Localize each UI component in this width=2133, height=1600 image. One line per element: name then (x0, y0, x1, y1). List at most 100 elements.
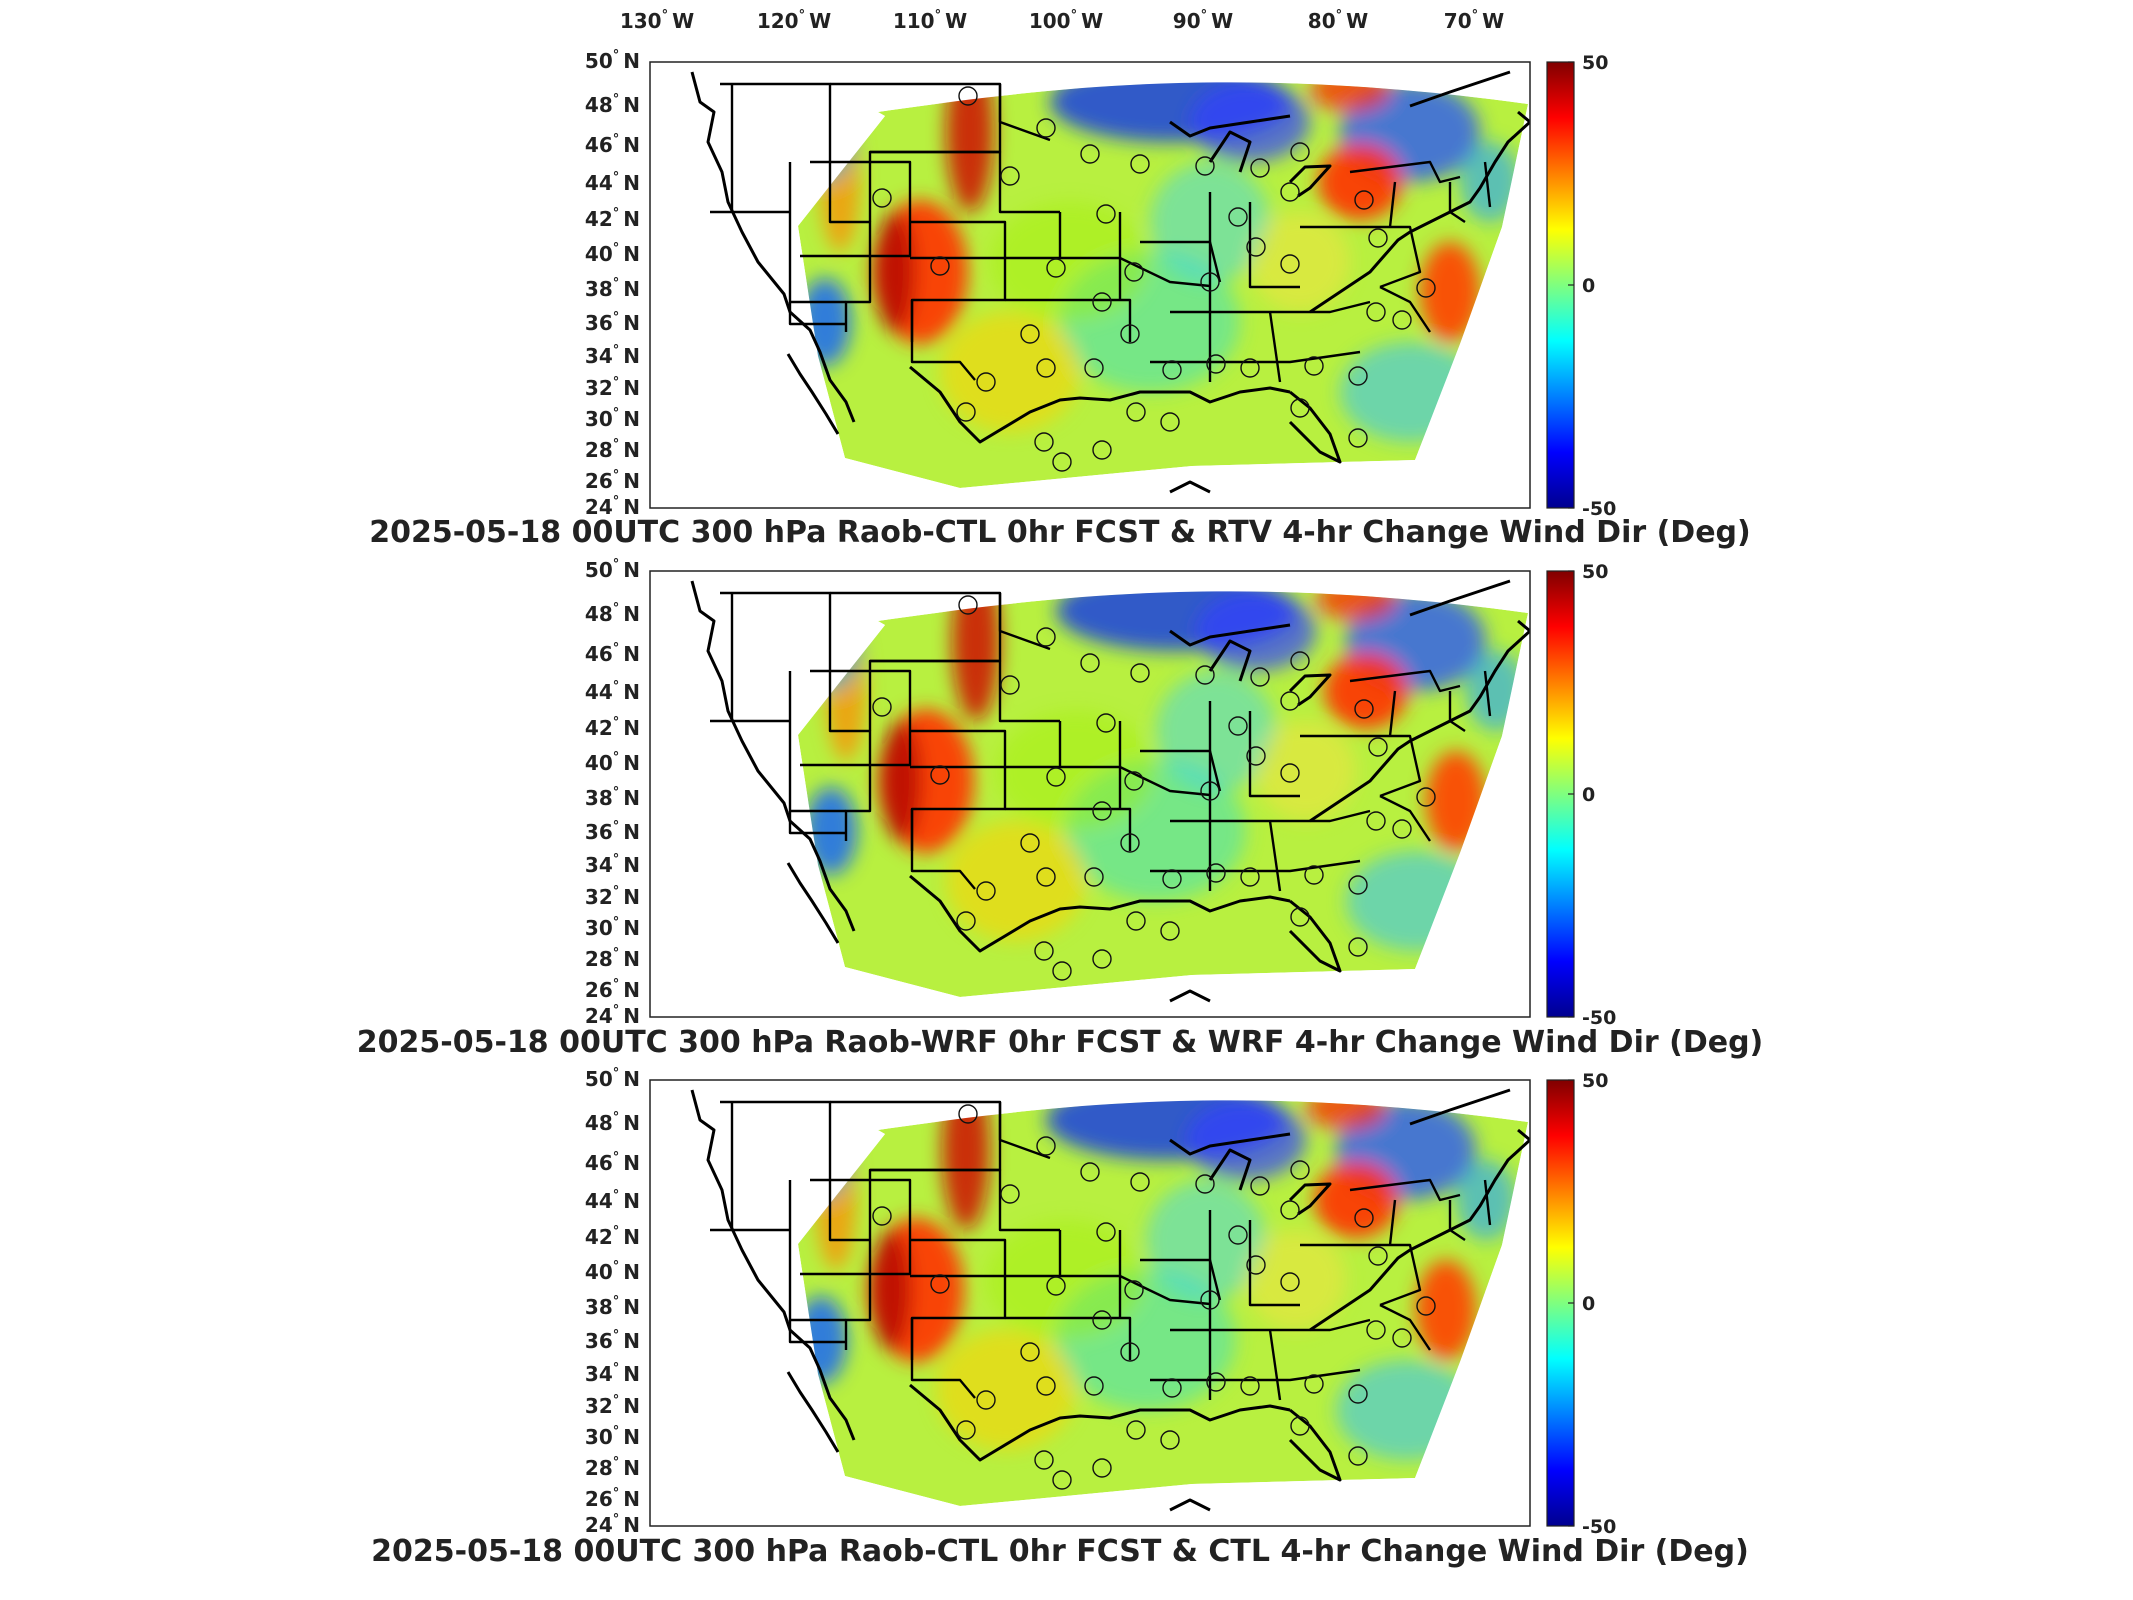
lat-tick-label: 24° N (585, 494, 640, 519)
raob-station-marker (1046, 1276, 1066, 1296)
raob-station-marker (1126, 1420, 1146, 1440)
raob-station-marker (1354, 1208, 1374, 1228)
wind-direction-field (798, 591, 1528, 997)
raob-station-marker (1092, 1458, 1112, 1478)
raob-station-marker (1036, 867, 1056, 887)
raob-station-marker (1162, 1378, 1182, 1398)
raob-station-marker (1092, 949, 1112, 969)
lat-tick-label: 24° N (585, 1512, 640, 1537)
lat-tick-label: 36° N (585, 819, 640, 844)
raob-station-marker (1348, 937, 1368, 957)
raob-station-marker (1280, 1200, 1300, 1220)
raob-station-marker (1240, 358, 1260, 378)
raob-station-marker (956, 911, 976, 931)
longitude-axis-labels: 130° W 120° W 110° W 100° W 90° W 80° W 70° W (620, 8, 1504, 33)
raob-station-marker (1290, 142, 1310, 162)
raob-station-marker (1080, 1162, 1100, 1182)
raob-station-marker (1348, 428, 1368, 448)
colorbar-tick-label: 0 (1582, 275, 1595, 297)
map-area (649, 61, 1531, 509)
raob-station-marker (1130, 1172, 1150, 1192)
raob-station-marker (1000, 675, 1020, 695)
raob-station-marker (1348, 1384, 1368, 1404)
raob-station-marker (1052, 1470, 1072, 1490)
lat-tick-label: 42° N (585, 1224, 640, 1249)
raob-station-marker (930, 256, 950, 276)
raob-station-marker (1206, 1372, 1226, 1392)
raob-station-marker (1250, 1176, 1270, 1196)
raob-station-marker (1366, 302, 1386, 322)
panel-title: 2025-05-18 00UTC 300 hPa Raob-CTL 0hr FC… (369, 515, 1751, 550)
raob-station-marker (1120, 833, 1140, 853)
raob-station-marker (1368, 228, 1388, 248)
raob-station-marker (1046, 767, 1066, 787)
raob-station-marker (1084, 1376, 1104, 1396)
colorbar-tick-label: 0 (1582, 784, 1595, 806)
raob-station-marker (976, 372, 996, 392)
lon-tick-label: 110° W (893, 8, 967, 33)
lat-tick-label: 40° N (585, 1259, 640, 1284)
raob-station-marker (1246, 1255, 1266, 1275)
lat-tick-label: 38° N (585, 1294, 640, 1319)
latitude-axis-labels: 50° N 48° N 46° N 44° N 42° N 40° N 38° N 36° N 34° N 32° N… (585, 1066, 640, 1537)
raob-station-marker (1160, 412, 1180, 432)
raob-station-marker (872, 188, 892, 208)
raob-station-marker (1120, 1342, 1140, 1362)
raob-station-marker (1034, 1450, 1054, 1470)
raob-station-marker (1000, 166, 1020, 186)
raob-station-marker (1200, 781, 1220, 801)
raob-station-marker (1228, 207, 1248, 227)
raob-station-marker (1092, 1310, 1112, 1330)
raob-station-marker (930, 1274, 950, 1294)
raob-station-marker (1160, 1430, 1180, 1450)
raob-station-marker (1124, 1280, 1144, 1300)
map-area (649, 1079, 1531, 1527)
map-panel-3: 50° N 48° N 46° N 44° N 42° N 40° N 38° N 36° N 34° N 32° N… (371, 1066, 1749, 1569)
lon-tick-label: 120° W (757, 8, 831, 33)
map-panel-2: 50° N 48° N 46° N 44° N 42° N 40° N 38° N 36° N 34° N 32° N… (357, 557, 1764, 1060)
raob-station-marker (1280, 691, 1300, 711)
lat-tick-label: 38° N (585, 276, 640, 301)
raob-station-marker (1000, 1184, 1020, 1204)
colorbar-tick-label: 50 (1582, 1070, 1608, 1092)
lat-tick-label: 34° N (585, 852, 640, 877)
raob-station-marker (1020, 324, 1040, 344)
lat-tick-label: 42° N (585, 206, 640, 231)
raob-station-marker (1304, 356, 1324, 376)
lat-tick-label: 40° N (585, 750, 640, 775)
lat-tick-label: 34° N (585, 1361, 640, 1386)
coastline (690, 1088, 1530, 1512)
raob-station-marker (872, 697, 892, 717)
raob-station-marker (930, 765, 950, 785)
raob-station-marker (1084, 867, 1104, 887)
lat-tick-label: 32° N (585, 1393, 640, 1418)
lon-tick-label: 90° W (1173, 8, 1233, 33)
lat-tick-label: 44° N (585, 679, 640, 704)
raob-station-marker (1092, 440, 1112, 460)
raob-station-marker (1162, 360, 1182, 380)
raob-station-marker (1354, 699, 1374, 719)
raob-station-marker (1034, 432, 1054, 452)
raob-station-marker (1416, 1296, 1436, 1316)
raob-station-marker (1246, 746, 1266, 766)
colorbar-tick-label: -50 (1582, 1516, 1616, 1538)
coastline (690, 70, 1530, 494)
raob-station-marker (1080, 144, 1100, 164)
raob-station-marker (956, 1420, 976, 1440)
colorbar-tick-label: -50 (1582, 1007, 1616, 1029)
lat-tick-label: 32° N (585, 375, 640, 400)
raob-station-marker (1130, 154, 1150, 174)
panel-title: 2025-05-18 00UTC 300 hPa Raob-CTL 0hr FC… (371, 1534, 1749, 1569)
raob-station-marker (1280, 1272, 1300, 1292)
raob-station-marker (1160, 921, 1180, 941)
lat-tick-label: 36° N (585, 1328, 640, 1353)
raob-station-marker (1206, 863, 1226, 883)
lat-tick-label: 46° N (585, 1150, 640, 1175)
raob-station-marker (1084, 358, 1104, 378)
raob-station-marker (1080, 653, 1100, 673)
raob-station-marker (1124, 262, 1144, 282)
raob-station-marker (1092, 292, 1112, 312)
raob-station-marker (1120, 324, 1140, 344)
lat-tick-label: 30° N (585, 915, 640, 940)
